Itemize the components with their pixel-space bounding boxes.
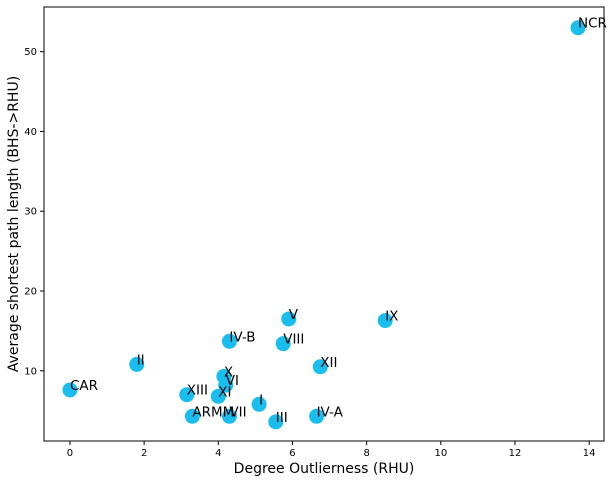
x-tick-label: 4 — [215, 448, 221, 459]
x-tick-label: 0 — [67, 448, 73, 459]
data-point-label: VI — [226, 373, 239, 389]
x-tick-label: 10 — [434, 448, 447, 459]
data-point — [184, 408, 200, 424]
data-point — [275, 336, 291, 352]
data-point-label: CAR — [70, 378, 98, 394]
x-tick-label: 12 — [509, 448, 522, 459]
data-point — [570, 20, 586, 36]
data-point-label: I — [259, 392, 263, 408]
y-tick-label: 10 — [24, 366, 37, 377]
data-point-label: VII — [229, 404, 246, 420]
x-tick-label: 8 — [363, 448, 369, 459]
y-tick-label: 40 — [24, 127, 37, 138]
data-point-label: ARMM — [192, 404, 234, 420]
data-point — [221, 408, 237, 424]
data-point-label: X — [224, 364, 233, 380]
data-point — [377, 313, 393, 329]
data-point-label: IX — [385, 309, 398, 325]
y-tick-label: 30 — [24, 207, 37, 218]
data-point-label: V — [289, 307, 299, 323]
data-point-label: XIII — [187, 383, 208, 399]
data-point — [281, 311, 297, 327]
data-point-label: NCR — [578, 16, 607, 32]
x-tick-label: 2 — [141, 448, 147, 459]
data-point-label: IV-A — [317, 404, 344, 420]
data-point — [268, 414, 284, 430]
x-tick-label: 6 — [289, 448, 295, 459]
data-point — [309, 408, 325, 424]
data-point — [218, 377, 234, 393]
data-point — [210, 388, 226, 404]
data-point-label: II — [137, 352, 145, 368]
x-tick-label: 14 — [583, 448, 596, 459]
data-point-label: III — [276, 410, 288, 426]
data-point — [251, 396, 267, 412]
data-point-label: VIII — [283, 332, 304, 348]
points-layer — [62, 20, 586, 430]
y-axis-ticks: 10 20 30 40 50 — [24, 47, 44, 377]
data-point — [179, 387, 195, 403]
data-point-label: XI — [218, 384, 231, 400]
data-point — [129, 356, 145, 372]
x-axis-ticks: 0 2 4 6 8 10 12 14 — [67, 441, 596, 459]
y-tick-label: 50 — [24, 47, 37, 58]
data-point-label: IV-B — [229, 329, 255, 345]
x-axis-title: Degree Outlierness (RHU) — [234, 461, 415, 477]
plot-frame — [43, 6, 605, 442]
y-axis-title: Average shortest path length (BHS->RHU) — [6, 76, 22, 372]
data-point — [312, 359, 328, 375]
y-tick-label: 20 — [24, 287, 37, 298]
data-point — [221, 333, 237, 349]
data-point-label: XII — [320, 355, 337, 371]
data-point — [62, 382, 78, 398]
